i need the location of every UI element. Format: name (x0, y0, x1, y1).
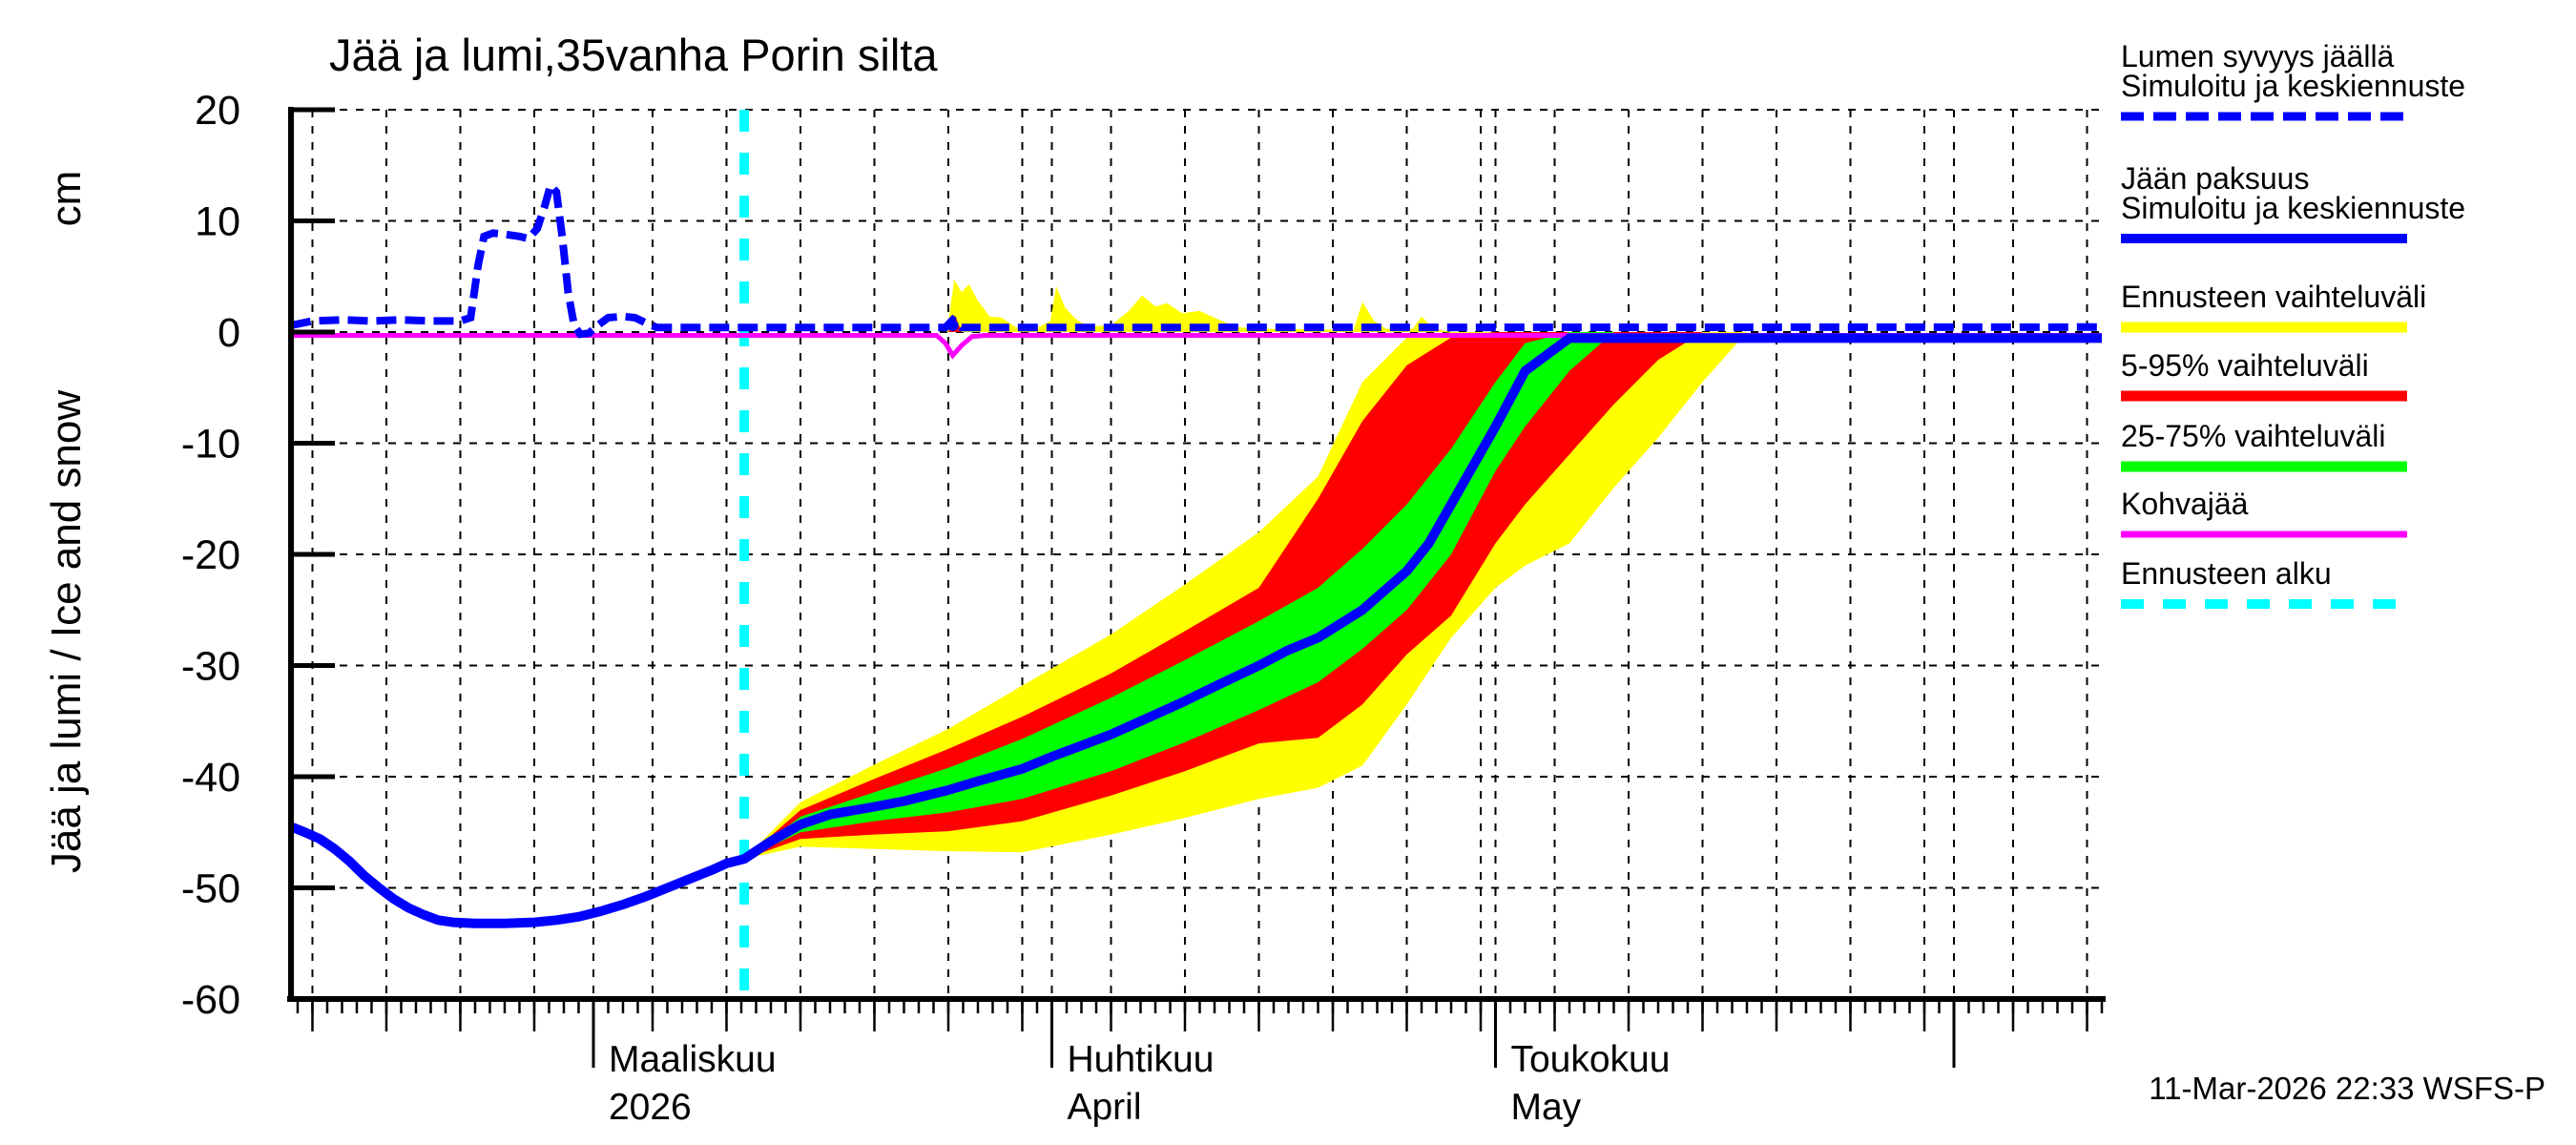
legend-item-label: Ennusteen alku (2121, 556, 2332, 591)
y-tick-label: -40 (181, 755, 240, 801)
axes (287, 107, 2106, 1068)
y-axis-label: Jää ja lumi / Ice and snow (43, 390, 90, 873)
snow-depth-line (290, 177, 2103, 339)
forecast-band-25-75 (744, 332, 1747, 860)
legend-item-forecast-range: Ennusteen vaihteluväli (2121, 280, 2426, 333)
month-label: Huhtikuu (1067, 1039, 1214, 1080)
legend-item-label: Lumen syvyys jäällä (2121, 39, 2395, 73)
legend-item-forecast-start: Ennusteen alku (2121, 556, 2407, 609)
y-tick-label: -10 (181, 422, 240, 468)
month-sublabel: April (1067, 1087, 1141, 1128)
legend-item-label: 5-95% vaihteluväli (2121, 348, 2369, 383)
month-sublabel: 2026 (609, 1087, 692, 1128)
legend-item-label: Jään paksuus (2121, 161, 2309, 196)
legend-item-label: Simuloitu ja keskiennuste (2121, 69, 2465, 103)
legend-item-kohvajaa: Kohvajää (2121, 487, 2407, 538)
timestamp: 11-Mar-2026 22:33 WSFS-P (2149, 1071, 2545, 1106)
legend-item-label: Ennusteen vaihteluväli (2121, 280, 2426, 314)
y-tick-label: -60 (181, 977, 240, 1023)
month-sublabel: May (1510, 1087, 1581, 1128)
month-labels: Maaliskuu 2026 Huhtikuu April Toukokuu May (609, 1039, 1670, 1128)
legend-item-label: Kohvajää (2121, 487, 2249, 521)
y-tick-labels: 20 10 0 -10 -20 -30 -40 -50 -60 (181, 88, 240, 1023)
month-label: Toukokuu (1510, 1039, 1670, 1080)
y-tick-label: -50 (181, 866, 240, 912)
chart-generated-under: 20 10 0 -10 -20 -30 -40 -50 -60 Maaliskuu 2026 Huht… (181, 88, 2106, 1128)
y-axis-unit: cm (43, 171, 90, 227)
ice-thickness-line (289, 333, 2102, 928)
legend-item-label: 25-75% vaihteluväli (2121, 419, 2386, 453)
chart-title: Jää ja lumi,35vanha Porin silta (329, 30, 938, 80)
y-tick-label: 20 (195, 88, 240, 134)
y-tick-label: -30 (181, 644, 240, 690)
snow-forecast-range-band (946, 280, 1451, 332)
legend-item-range-25-75: 25-75% vaihteluväli (2121, 419, 2407, 472)
month-label: Maaliskuu (609, 1039, 777, 1080)
legend-item-range-5-95: 5-95% vaihteluväli (2121, 348, 2407, 402)
y-tick-label: -20 (181, 532, 240, 578)
y-tick-label: 10 (195, 199, 240, 245)
y-tick-label: 0 (218, 310, 240, 356)
gridlines (291, 109, 2102, 1000)
legend-item-label: Simuloitu ja keskiennuste (2121, 191, 2465, 225)
kohvajaa-line (291, 333, 2102, 360)
